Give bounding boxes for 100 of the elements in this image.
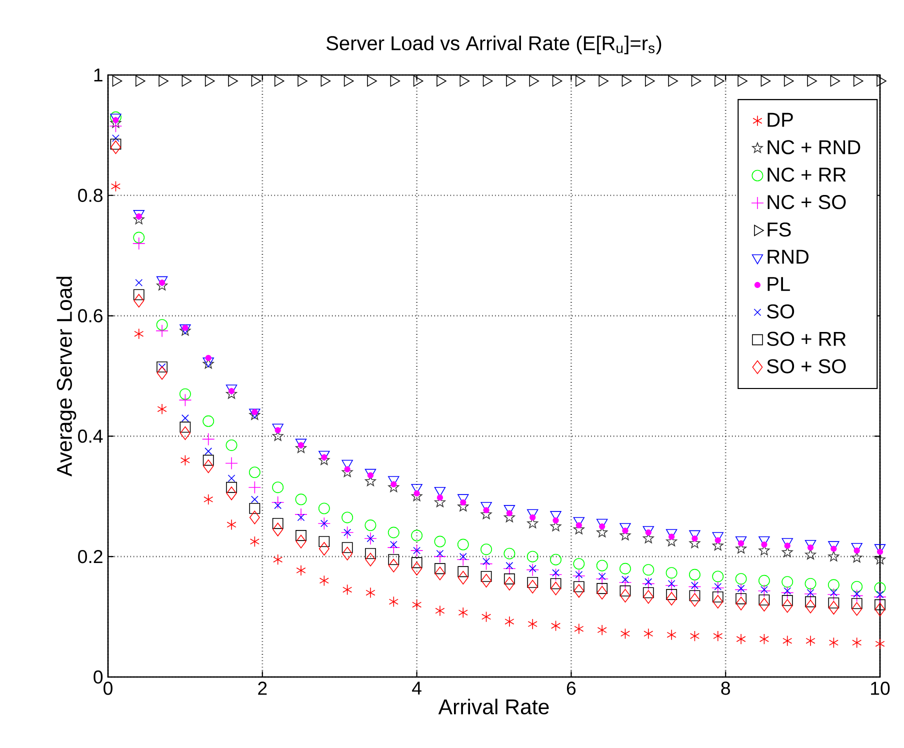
- point: [830, 546, 837, 552]
- point: [344, 466, 350, 472]
- point: [737, 584, 745, 592]
- point: [320, 520, 328, 528]
- point: [274, 427, 281, 434]
- point: [804, 588, 817, 600]
- point: [620, 628, 630, 640]
- point: [132, 237, 146, 250]
- chart-title: Server Load vs Arrival Rate (E[R$_{u}$]=r$_{s}$): [326, 36, 662, 54]
- point: [620, 588, 630, 603]
- point: [504, 616, 514, 628]
- point: [388, 596, 398, 608]
- point: [249, 510, 260, 524]
- point: [390, 75, 400, 87]
- point: [182, 324, 188, 331]
- point: [851, 598, 862, 610]
- point: [182, 414, 189, 422]
- point: [112, 134, 120, 142]
- point: [830, 589, 838, 596]
- point: [366, 587, 376, 598]
- point: [734, 583, 748, 596]
- point: [854, 548, 860, 554]
- point: [736, 593, 747, 604]
- point: [157, 404, 167, 415]
- point: [178, 394, 192, 406]
- point: [620, 562, 631, 574]
- point: [272, 522, 284, 536]
- point: [784, 75, 794, 87]
- point: [782, 635, 792, 646]
- point: [342, 546, 353, 560]
- legend-label: SO: [767, 304, 794, 318]
- point: [411, 557, 422, 568]
- x-tick-label: 8: [721, 682, 730, 695]
- point: [274, 75, 284, 87]
- point: [572, 569, 586, 582]
- point: [666, 567, 678, 579]
- point: [459, 552, 467, 560]
- point: [133, 232, 145, 244]
- point: [506, 510, 513, 516]
- point: [805, 549, 816, 560]
- point: [758, 574, 770, 586]
- point: [759, 634, 769, 645]
- point: [782, 576, 794, 588]
- point: [712, 594, 724, 609]
- legend-label: SO + SO: [767, 359, 846, 374]
- point: [390, 481, 397, 488]
- point: [552, 569, 560, 577]
- point: [830, 75, 840, 87]
- point: [666, 592, 677, 606]
- point: [249, 502, 260, 514]
- point: [597, 624, 607, 636]
- point: [688, 568, 700, 580]
- point: [528, 618, 538, 630]
- point: [804, 578, 816, 590]
- point: [136, 213, 142, 220]
- point: [110, 180, 121, 192]
- point: [689, 590, 700, 602]
- point: [599, 523, 606, 530]
- x-tick-label: 2: [258, 682, 267, 695]
- point: [434, 536, 446, 548]
- point: [549, 568, 562, 582]
- point: [295, 438, 307, 449]
- point: [528, 564, 536, 572]
- point: [735, 573, 747, 585]
- point: [481, 574, 492, 588]
- point: [851, 552, 862, 563]
- x-tick-label: 0: [104, 682, 112, 695]
- y-tick-label: 0.4: [78, 430, 103, 443]
- point: [644, 628, 654, 640]
- point: [202, 454, 214, 466]
- point: [458, 566, 469, 578]
- point: [806, 635, 816, 646]
- point: [413, 75, 424, 87]
- point: [596, 583, 608, 594]
- point: [527, 580, 538, 594]
- point: [644, 578, 652, 586]
- legend-label: SO + RR: [767, 332, 846, 346]
- point: [205, 354, 212, 361]
- point: [574, 623, 584, 634]
- point: [134, 294, 144, 308]
- legend-label: PL: [768, 277, 790, 291]
- point: [110, 140, 121, 154]
- point: [298, 442, 304, 448]
- y-tick-label: 0.2: [78, 550, 102, 564]
- point: [228, 474, 236, 482]
- point: [506, 562, 514, 570]
- point: [110, 111, 122, 123]
- point: [573, 581, 584, 592]
- point: [388, 482, 400, 492]
- point: [272, 482, 284, 494]
- point: [480, 557, 493, 570]
- point: [318, 502, 330, 514]
- point: [248, 480, 262, 494]
- point: [876, 75, 886, 87]
- point: [782, 595, 793, 606]
- point: [782, 599, 793, 613]
- point: [504, 573, 515, 584]
- y-tick-label: 0: [94, 670, 103, 684]
- point: [273, 554, 283, 566]
- point: [390, 540, 398, 548]
